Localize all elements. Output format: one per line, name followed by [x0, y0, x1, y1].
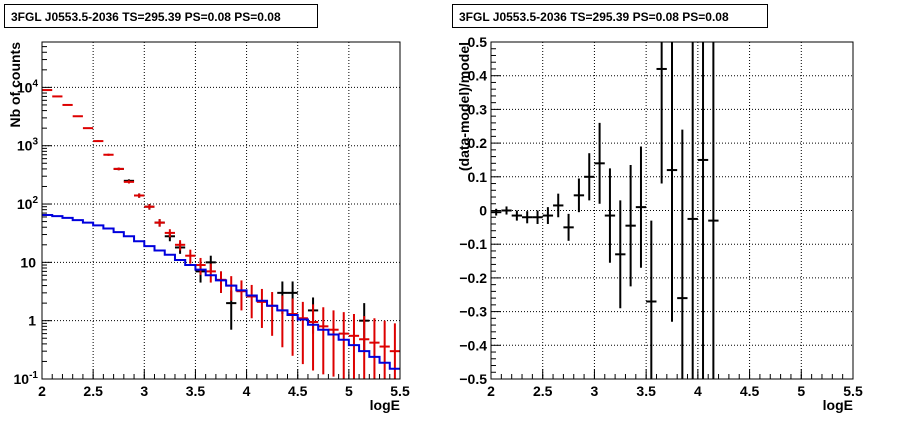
y-tick-label: 0.1	[468, 169, 488, 185]
x-tick-label: 4.5	[740, 383, 760, 399]
x-tick-label: 3.5	[186, 383, 206, 399]
x-axis-label: logE	[370, 397, 400, 413]
x-tick-label: 2	[38, 383, 46, 399]
x-tick-label: 3	[591, 383, 599, 399]
y-tick-label: −0.3	[459, 304, 487, 320]
y-tick-label: 0.2	[468, 135, 488, 151]
x-tick-label: 2.5	[83, 383, 103, 399]
x-tick-label: 5	[797, 383, 805, 399]
y-axis-label: (data-model)/model	[456, 42, 472, 171]
y-tick-label: 10	[20, 254, 36, 270]
x-tick-label: 2	[487, 383, 495, 399]
x-tick-label: 4	[694, 383, 702, 399]
y-tick-label: 10-1	[14, 370, 39, 387]
y-tick-label: 102	[17, 195, 39, 212]
x-tick-label: 3	[140, 383, 148, 399]
x-tick-label: 4	[243, 383, 251, 399]
counts-panel: 2 2.5 3 3.5 4 4.5 5 5.5 10-1 1 10 102 103 104 logE Nb o…	[7, 41, 410, 413]
x-axis-label: logE	[823, 397, 853, 413]
y-tick-label: 0.5	[468, 34, 488, 50]
plot-frame	[41, 41, 401, 380]
y-tick-label: −0.5	[459, 371, 487, 387]
x-tick-label: 5.5	[390, 383, 410, 399]
plot-area	[42, 42, 400, 379]
y-tick-label: −0.2	[459, 270, 487, 286]
y-tick-label: 104	[17, 78, 39, 95]
y-tick-label: 0.3	[468, 101, 488, 117]
y-tick-label: 0	[479, 203, 487, 219]
x-tick-label: 4.5	[288, 383, 308, 399]
x-tick-label: 2.5	[533, 383, 553, 399]
chart-title-right: 3FGL J0553.5-2036 TS=295.39 PS=0.08 PS=0…	[452, 4, 768, 28]
model-step-line	[42, 213, 400, 370]
chart-title-left: 3FGL J0553.5-2036 TS=295.39 PS=0.08 PS=0…	[4, 4, 318, 28]
plot-frame	[490, 41, 854, 380]
y-tick-label: −0.4	[459, 337, 487, 353]
y-tick-label: −0.1	[459, 236, 487, 252]
y-tick-label: 1	[28, 313, 36, 329]
y-axis-label: Nb of counts	[7, 42, 23, 128]
x-tick-label: 3.5	[636, 383, 656, 399]
x-tick-label: 5	[345, 383, 353, 399]
x-tick-label: 5.5	[843, 383, 863, 399]
y-tick-label: 0.4	[468, 68, 488, 84]
y-tick-label: 103	[17, 137, 39, 154]
residuals-panel: 2 2.5 3 3.5 4 4.5 5 5.5 −0.5 −0.4 −0.3 −0.2 −0.1 0 0.1…	[456, 34, 863, 413]
